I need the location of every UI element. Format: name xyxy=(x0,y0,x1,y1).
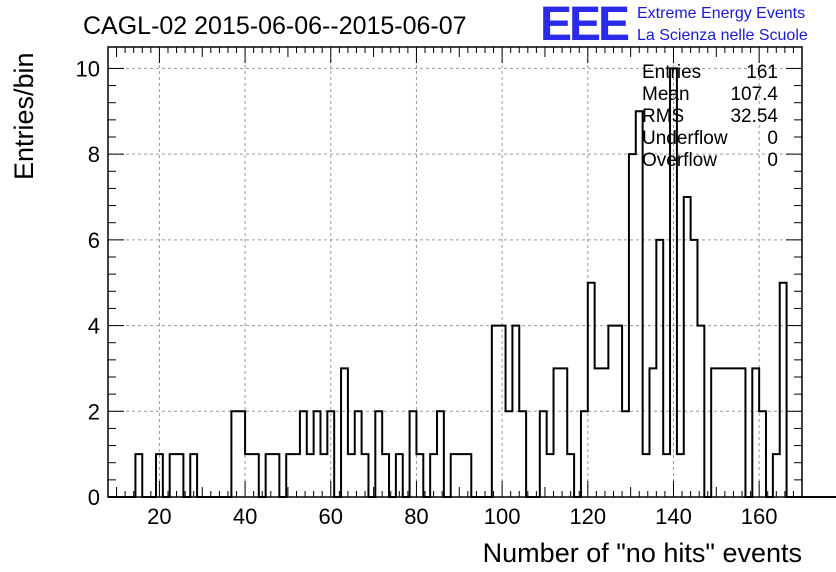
x-tick-label: 120 xyxy=(569,504,606,529)
y-axis-title: Entries/bin xyxy=(9,52,39,180)
eee-logo-line1: Extreme Energy Events xyxy=(637,5,805,22)
stats-label: Mean xyxy=(642,84,690,105)
x-tick-label: 40 xyxy=(233,504,257,529)
stats-label: RMS xyxy=(642,106,684,127)
stats-value: 107.4 xyxy=(730,84,778,105)
axis-ticks xyxy=(108,47,803,498)
eee-logo-letters: EEE xyxy=(540,0,629,51)
x-tick-label: 60 xyxy=(319,504,343,529)
y-tick-label: 0 xyxy=(88,485,100,510)
stats-value: 161 xyxy=(746,62,778,83)
stats-value: 0 xyxy=(767,150,778,171)
y-tick-labels: 0 2 4 6 8 10 xyxy=(76,56,100,510)
x-tick-label: 80 xyxy=(404,504,428,529)
grid xyxy=(108,47,802,497)
stats-label: Underflow xyxy=(642,128,728,149)
x-tick-label: 160 xyxy=(741,504,778,529)
x-tick-label: 140 xyxy=(655,504,692,529)
x-axis-title: Number of "no hits" events xyxy=(483,538,802,568)
y-tick-label: 8 xyxy=(88,142,100,167)
plot-frame xyxy=(107,46,803,498)
stats-label: Overflow xyxy=(642,150,717,171)
y-tick-label: 4 xyxy=(88,314,100,339)
x-tick-label: 100 xyxy=(484,504,521,529)
stats-label: Entries xyxy=(642,62,701,83)
y-tick-label: 2 xyxy=(88,399,100,424)
y-tick-label: 6 xyxy=(88,228,100,253)
stats-value: 0 xyxy=(767,128,778,149)
eee-logo-line2: La Scienza nelle Scuole xyxy=(637,27,808,44)
chart-title: CAGL-02 2015-06-06--2015-06-07 xyxy=(83,12,467,40)
x-tick-labels: 20 40 60 80 100 120 140 160 xyxy=(147,504,777,529)
x-tick-label: 20 xyxy=(147,504,171,529)
y-tick-label: 10 xyxy=(76,56,100,81)
stats-value: 32.54 xyxy=(730,106,778,127)
eee-logo: EEE Extreme Energy Events La Scienza nel… xyxy=(540,0,808,51)
